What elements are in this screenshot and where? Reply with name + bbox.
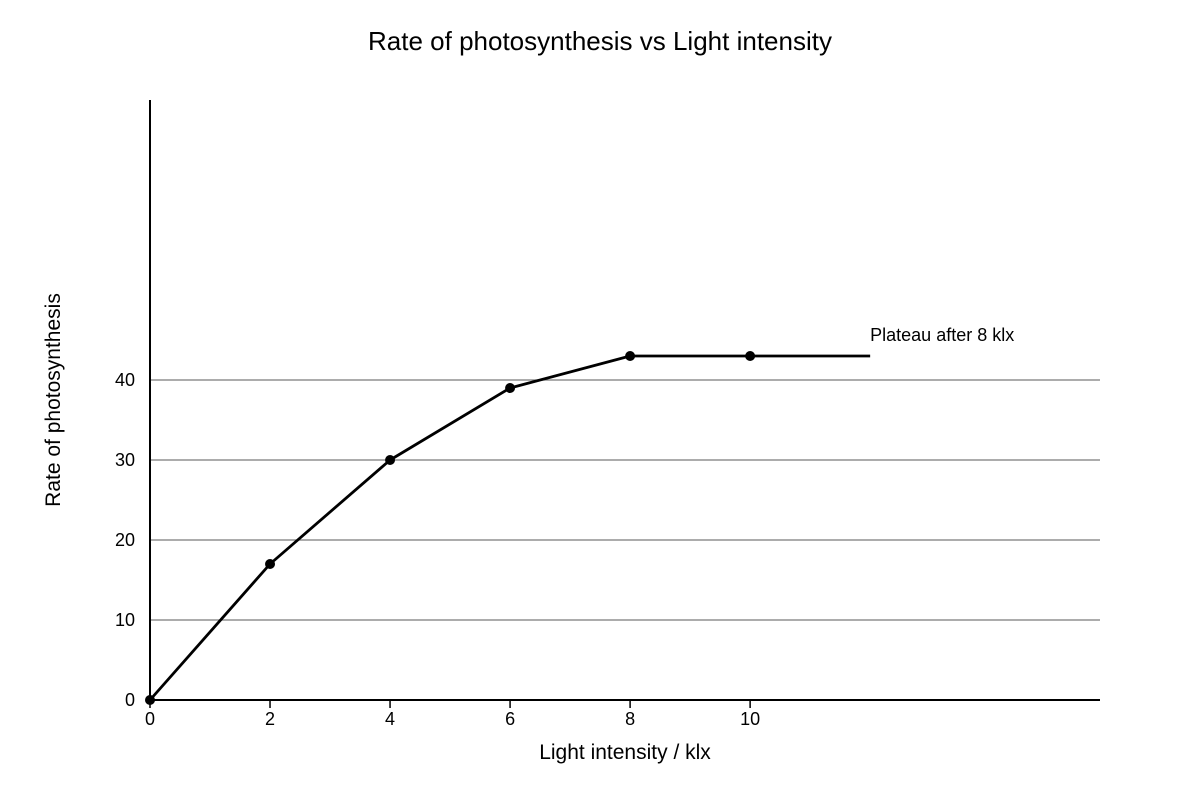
gridlines: [150, 379, 1100, 621]
data-point: [145, 695, 155, 705]
x-tick-label: 10: [740, 709, 760, 729]
x-axis-label: Light intensity / klx: [539, 741, 711, 764]
x-tick-label: 4: [385, 709, 395, 729]
data-point: [385, 455, 396, 465]
y-tick-label: 40: [115, 370, 135, 390]
y-axis-ticks: 0 10 20 30 40: [115, 370, 135, 710]
annotation-label: Plateau after 8 klx: [870, 325, 1014, 345]
x-axis-ticks: 0 2 4 6 8 10: [145, 700, 760, 729]
annotations: Plateau after 8 klx: [870, 325, 1014, 345]
x-tick-label: 2: [265, 709, 275, 729]
x-tick-label: 0: [145, 709, 155, 729]
data-point: [505, 383, 516, 393]
chart-title: Rate of photosynthesis vs Light intensit…: [368, 26, 832, 56]
y-axis-label: Rate of photosynthesis: [42, 293, 65, 507]
x-tick-label: 6: [505, 709, 515, 729]
y-tick-label: 20: [115, 530, 135, 550]
y-tick-label: 0: [125, 690, 135, 710]
y-tick-label: 10: [115, 610, 135, 630]
data-series: [145, 351, 871, 705]
y-tick-label: 30: [115, 450, 135, 470]
series-line: [148, 354, 871, 701]
data-point: [625, 351, 636, 361]
data-point: [745, 351, 756, 361]
data-point: [265, 559, 276, 569]
x-tick-label: 8: [625, 709, 635, 729]
